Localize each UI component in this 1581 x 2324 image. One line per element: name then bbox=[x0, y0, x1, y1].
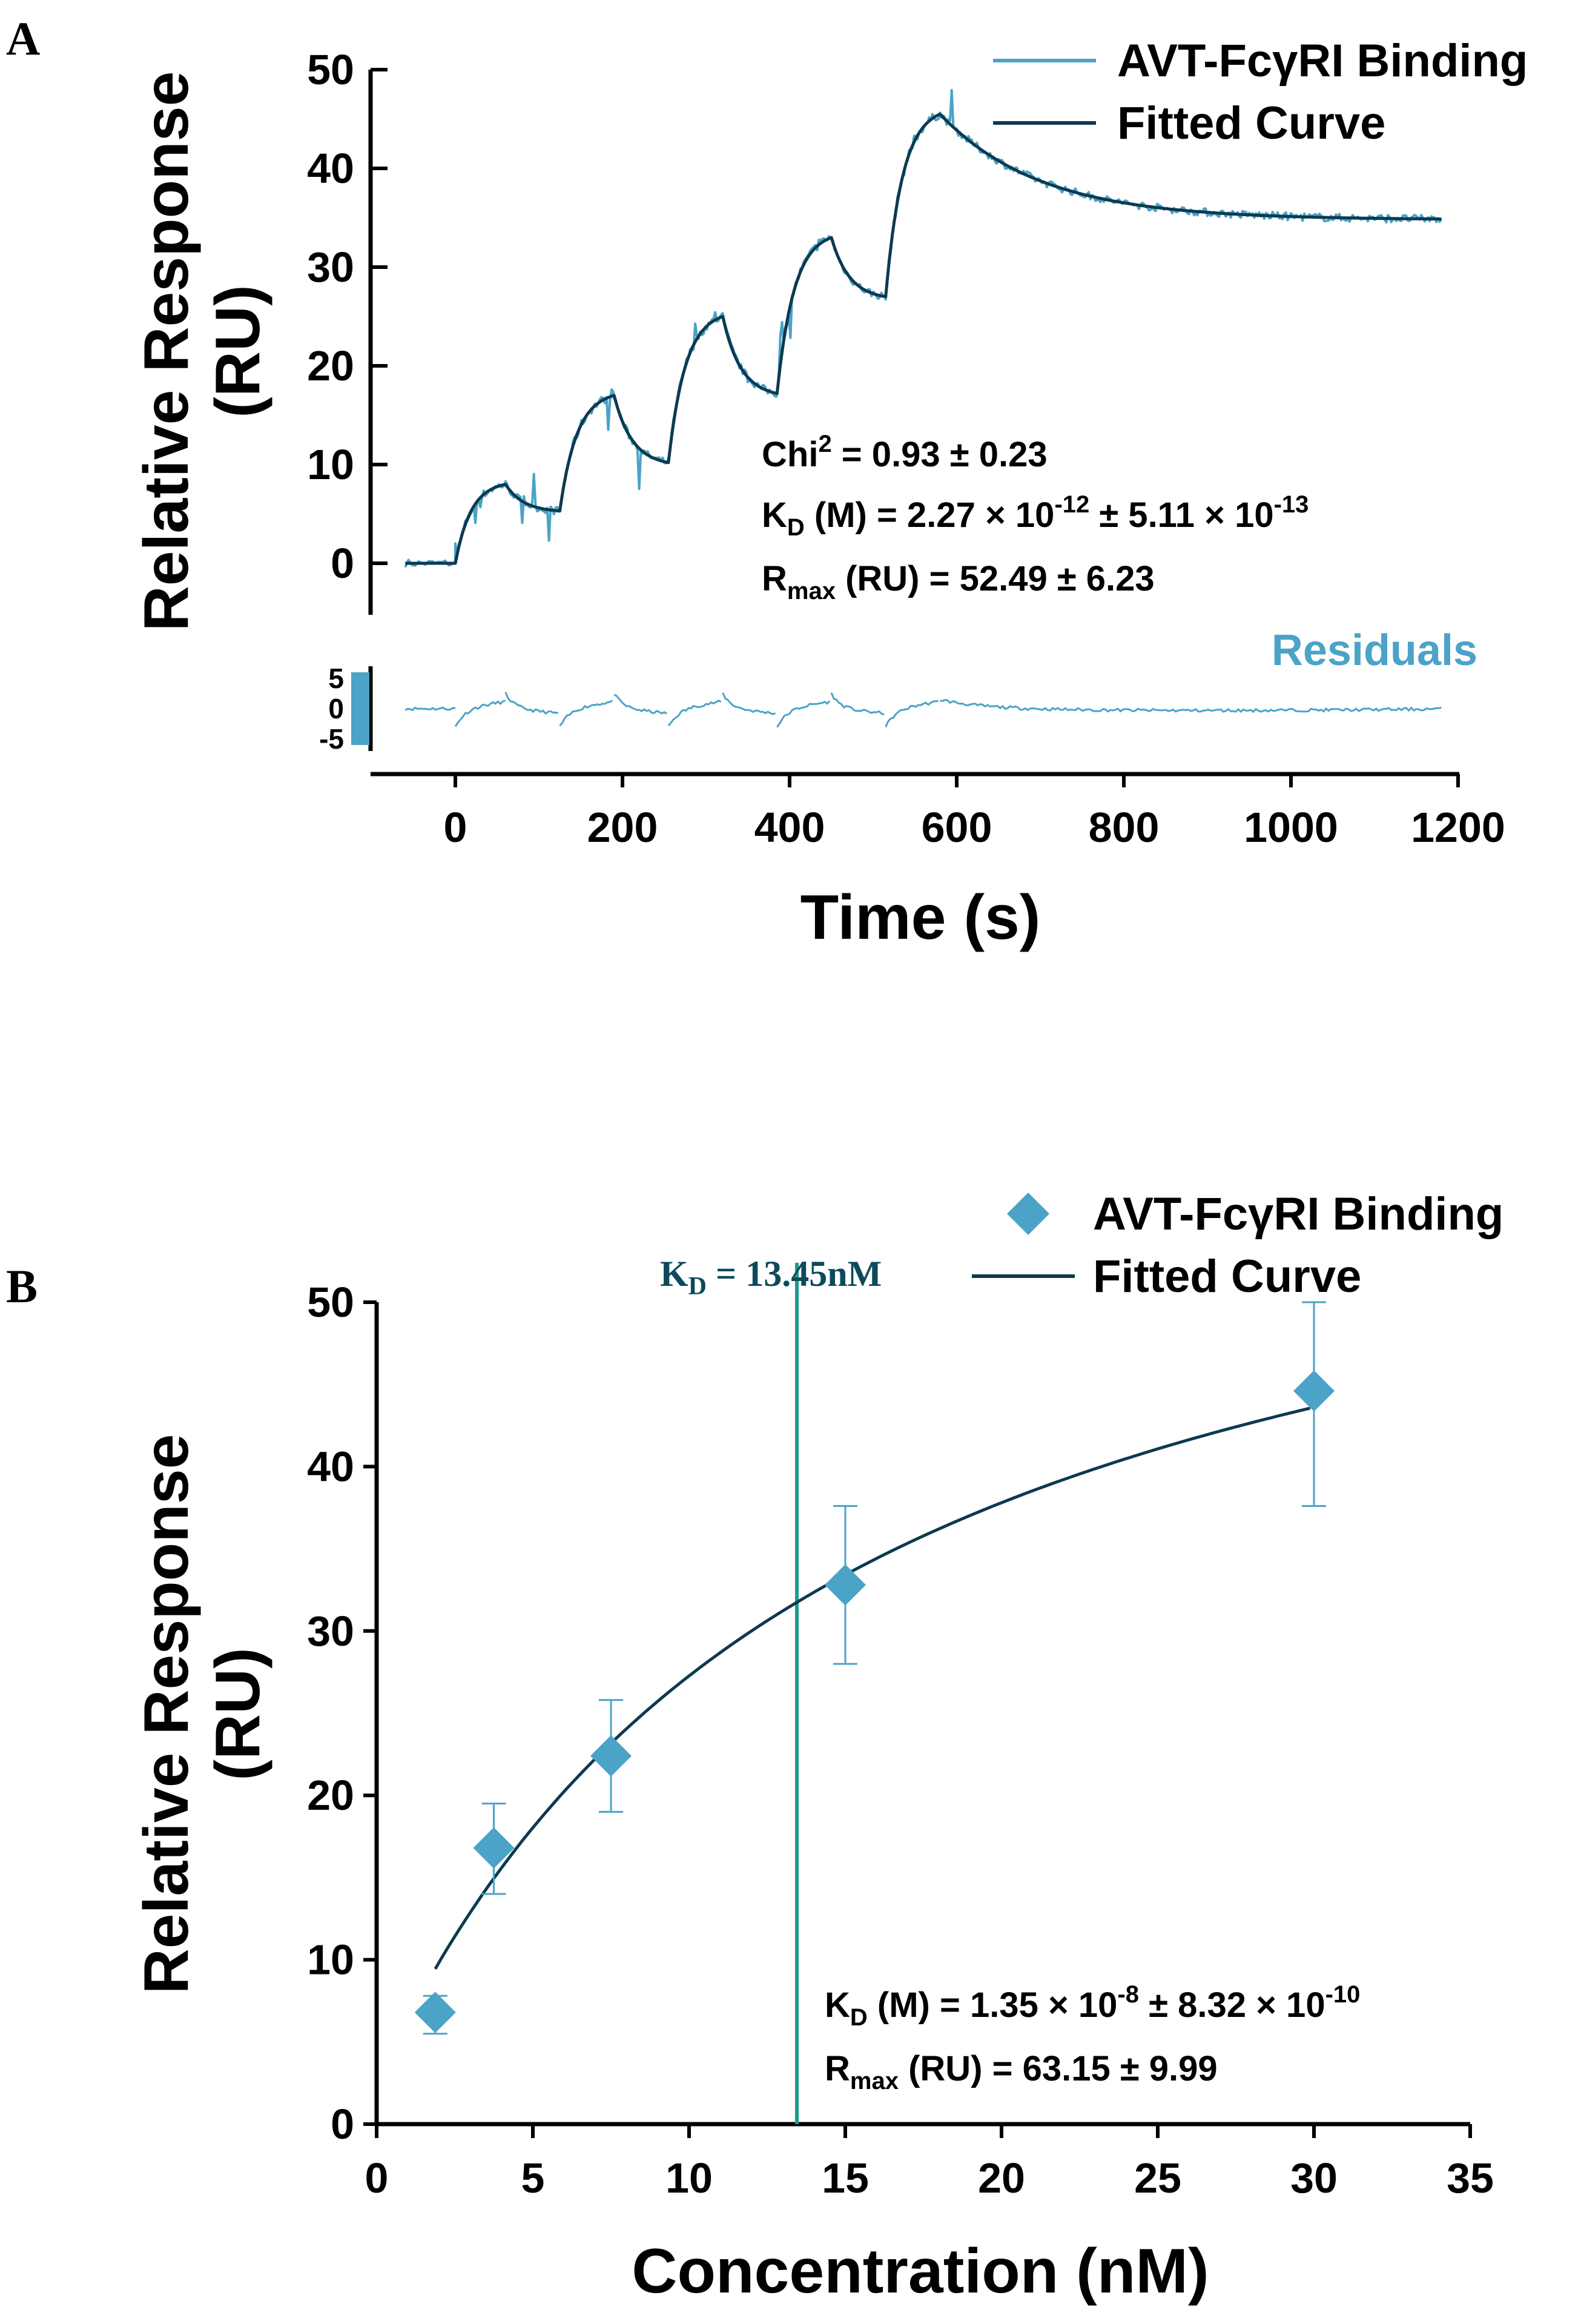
panel-a-residuals-title: Residuals bbox=[1272, 626, 1477, 675]
panel-a-residuals: Residuals 50-5 0 200 400 600 800 1000 1200 bbox=[319, 626, 1505, 851]
panel-b-x-tick-label: 10 bbox=[665, 2154, 713, 2202]
panel-b-stats: KD (M) = 1.35 × 10-8 ± 8.32 × 10-10 Rmax… bbox=[825, 1981, 1360, 2094]
panel-b-y-tick-label: 40 bbox=[307, 1443, 354, 1490]
panel-a-y-axis-title-line1: Relative Response bbox=[131, 71, 202, 632]
panel-b-data-point bbox=[1293, 1301, 1335, 1508]
panel-b-diamond-marker bbox=[473, 1827, 515, 1869]
panel-a-x-tick-label: 600 bbox=[922, 804, 992, 851]
panel-a-residual-line bbox=[454, 700, 506, 727]
panel-a-residual-line bbox=[830, 692, 885, 716]
panel-a-residual-line bbox=[776, 700, 831, 728]
panel-a-rmax: Rmax (RU) = 52.49 ± 6.23 bbox=[762, 559, 1155, 604]
panel-a-x-axis-title: Time (s) bbox=[800, 882, 1041, 953]
panel-b-data-point bbox=[825, 1505, 866, 1665]
panel-a-residual-y-tick-label: -5 bbox=[319, 723, 344, 755]
panel-a-x-tick-label: 1200 bbox=[1411, 804, 1505, 851]
panel-b-diamond-marker bbox=[590, 1735, 632, 1777]
panel-b-y-tick-label: 10 bbox=[307, 1936, 354, 1984]
panel-a-residual-series bbox=[404, 692, 1442, 728]
panel-b-kd-label: KD = 13.45nM bbox=[660, 1254, 882, 1300]
panel-a-residual-y-tick-label: 0 bbox=[328, 693, 344, 724]
panel-a-stats: Chi2 = 0.93 ± 0.23 KD (M) = 2.27 × 10-12… bbox=[762, 431, 1309, 604]
panel-a-legend-fitted-label: Fitted Curve bbox=[1117, 98, 1385, 149]
panel-a-residual-y-ticks: 50-5 bbox=[319, 663, 344, 755]
panel-b-x-tick-label: 35 bbox=[1447, 2154, 1494, 2202]
panel-a-x-tick-label: 800 bbox=[1089, 804, 1160, 851]
panel-a-y-tick-label: 40 bbox=[307, 145, 354, 192]
panel-a-y-axis-title-line2: (RU) bbox=[203, 285, 273, 417]
panel-b-x-tick-label: 0 bbox=[365, 2154, 389, 2202]
panel-b-y-axis-title-line2: (RU) bbox=[203, 1647, 273, 1780]
panel-b-kd: KD (M) = 1.35 × 10-8 ± 8.32 × 10-10 bbox=[825, 1981, 1360, 2031]
panel-a-x-tick-label: 400 bbox=[754, 804, 825, 851]
panel-a-y-tick-label: 0 bbox=[331, 540, 354, 587]
panel-a-y-axis-title: Relative Response (RU) bbox=[131, 71, 273, 632]
panel-a-residual-line bbox=[722, 692, 776, 715]
panel-b-rmax: Rmax (RU) = 63.15 ± 9.99 bbox=[825, 2049, 1218, 2094]
panel-a-residual-line bbox=[404, 706, 456, 712]
panel-a-y-tick-label: 30 bbox=[307, 243, 354, 291]
panel-b-series bbox=[414, 1301, 1335, 2035]
panel-a-residual-line bbox=[667, 700, 722, 727]
panel-label-b: B bbox=[6, 1260, 38, 1313]
panel-b-data-point bbox=[473, 1803, 515, 1895]
panel-a-plot-area: 0 10 20 30 40 50 bbox=[307, 46, 1443, 615]
panel-b-y-axis-title-line1: Relative Response bbox=[131, 1434, 202, 1995]
panel-b-y-tick-label: 0 bbox=[331, 2101, 354, 2148]
panel-a-legend: AVT-FcγRI Binding Fitted Curve bbox=[993, 35, 1528, 149]
panel-b-x-tick-label: 25 bbox=[1134, 2154, 1181, 2202]
panel-a-fitted-line bbox=[405, 112, 1442, 565]
panel-a-kd: KD (M) = 2.27 × 10-12 ± 5.11 × 10-13 bbox=[762, 491, 1309, 541]
panel-b-legend-observed-swatch bbox=[1007, 1193, 1049, 1235]
panel-b-y-tick-label: 20 bbox=[307, 1772, 354, 1819]
panel-a-residual-line bbox=[613, 694, 667, 715]
panel-a-x-ticks: 0 200 400 600 800 1000 1200 bbox=[444, 774, 1505, 851]
panel-b-y-tick-label: 50 bbox=[307, 1279, 354, 1326]
panel-a-residual-axis-band bbox=[351, 672, 369, 745]
panel-b-axes bbox=[374, 1302, 1470, 2127]
panel-a-x-tick-label: 1000 bbox=[1244, 804, 1338, 851]
panel-b-y-tick-label: 30 bbox=[307, 1607, 354, 1655]
panel-b-legend-observed-label: AVT-FcγRI Binding bbox=[1093, 1188, 1503, 1240]
panel-a-residual-line bbox=[940, 699, 1442, 713]
panel-a-x-tick-label: 200 bbox=[587, 804, 658, 851]
panel-b-data-point bbox=[590, 1699, 632, 1813]
panel-b-x-tick-label: 30 bbox=[1290, 2154, 1338, 2202]
panel-a-residual-line bbox=[885, 700, 939, 727]
panel-a-residual-line bbox=[559, 700, 613, 727]
panel-b-x-tick-label: 15 bbox=[822, 2154, 869, 2202]
panel-b-data-point bbox=[414, 1991, 456, 2035]
panel-b-x-axis-title: Concentration (nM) bbox=[632, 2236, 1209, 2306]
panel-a-legend-observed-label: AVT-FcγRI Binding bbox=[1117, 35, 1528, 87]
panel-a-y-ticks: 0 10 20 30 40 50 bbox=[307, 46, 388, 587]
panel-a-series bbox=[404, 88, 1443, 568]
panel-a-x-tick-label: 0 bbox=[444, 804, 467, 851]
panel-b-x-ticks: 0 5 10 15 20 25 30 35 bbox=[365, 2124, 1494, 2202]
panel-a-chi2: Chi2 = 0.93 ± 0.23 bbox=[762, 431, 1048, 474]
panel-b-legend-fitted-label: Fitted Curve bbox=[1093, 1251, 1361, 1302]
panel-b-x-tick-label: 20 bbox=[978, 2154, 1025, 2202]
panel-b-y-ticks: 0 10 20 30 40 50 bbox=[307, 1279, 377, 2148]
panel-a-y-tick-label: 50 bbox=[307, 46, 354, 93]
panel-label-a: A bbox=[6, 12, 40, 65]
panel-b-fitted-line bbox=[434, 1406, 1311, 1970]
panel-b-diamond-marker bbox=[414, 1991, 456, 2033]
panel-a-y-tick-label: 10 bbox=[307, 441, 354, 488]
panel-a-residual-y-tick-label: 5 bbox=[328, 663, 344, 694]
panel-a-y-tick-label: 20 bbox=[307, 342, 354, 389]
panel-a-residual-line bbox=[504, 692, 559, 715]
panel-b-diamond-marker bbox=[825, 1564, 866, 1606]
panel-b-y-axis-title: Relative Response (RU) bbox=[131, 1434, 273, 1995]
panel-b-x-tick-label: 5 bbox=[521, 2154, 545, 2202]
panel-b-diamond-marker bbox=[1293, 1370, 1335, 1412]
panel-b-legend: AVT-FcγRI Binding Fitted Curve bbox=[972, 1188, 1503, 1302]
